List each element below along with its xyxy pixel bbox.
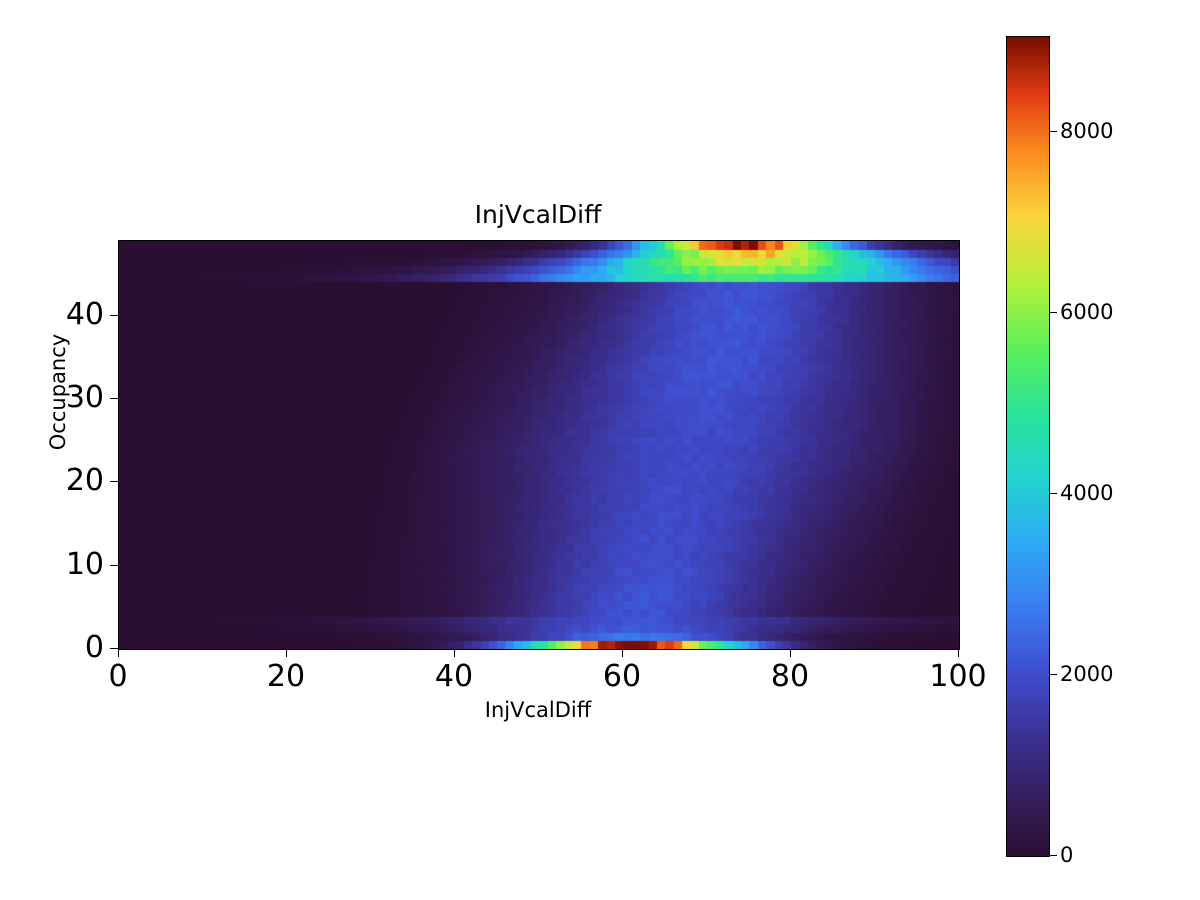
page-title: InjVcalDiff — [474, 200, 602, 229]
colorbar-tick-label: 2000 — [1060, 662, 1114, 686]
x-axis-label: InjVcalDiff — [484, 698, 592, 722]
x-tick-mark — [958, 649, 959, 657]
x-tick-mark — [286, 649, 287, 657]
colorbar — [1006, 36, 1050, 857]
colorbar-tick-label: 4000 — [1060, 481, 1114, 505]
colorbar-tick-mark — [1050, 493, 1057, 494]
y-tick-mark — [110, 314, 118, 316]
colorbar-tick-mark — [1050, 312, 1057, 314]
heatmap-image — [119, 241, 959, 649]
x-tick-label: 0 — [108, 659, 128, 694]
y-tick-label: 10 — [65, 546, 104, 582]
x-tick-mark — [118, 649, 119, 657]
x-tick-mark — [622, 649, 623, 657]
colorbar-tick-label: 8000 — [1060, 119, 1114, 144]
y-axis-label: Occupancy — [46, 333, 70, 451]
x-tick-mark — [790, 649, 791, 657]
colorbar-tick-mark — [1050, 674, 1057, 675]
colorbar-gradient — [1007, 37, 1049, 856]
x-tick-label: 100 — [929, 659, 987, 694]
y-tick-label: 30 — [65, 380, 104, 416]
heatmap-axes — [118, 240, 960, 650]
y-tick-label: 40 — [65, 296, 104, 332]
y-tick-mark — [110, 481, 118, 483]
y-tick-label: 0 — [84, 630, 104, 665]
x-tick-label: 80 — [770, 659, 810, 694]
y-tick-label: 20 — [65, 463, 104, 499]
colorbar-tick-mark — [1050, 131, 1057, 133]
x-tick-label: 20 — [266, 659, 306, 694]
colorbar-tick-mark — [1050, 855, 1057, 856]
x-tick-mark — [454, 649, 455, 657]
y-tick-mark — [110, 564, 118, 566]
y-tick-mark — [110, 648, 118, 649]
colorbar-tick-label: 0 — [1060, 843, 1074, 867]
x-tick-label: 60 — [602, 659, 642, 694]
x-tick-label: 40 — [434, 659, 474, 694]
colorbar-tick-label: 6000 — [1060, 300, 1114, 325]
y-tick-mark — [110, 398, 118, 400]
